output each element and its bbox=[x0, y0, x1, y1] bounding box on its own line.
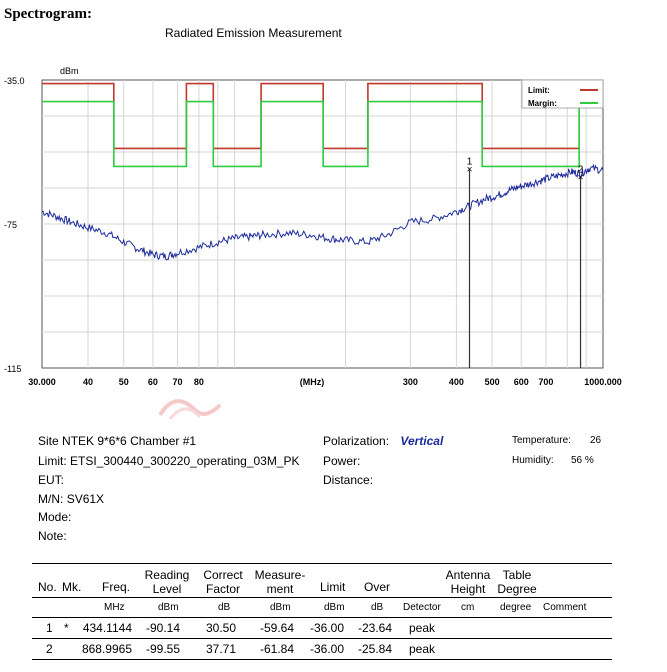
x-tick-label: 80 bbox=[194, 377, 204, 387]
chart-title: Radiated Emission Measurement bbox=[165, 26, 342, 40]
row-reading: -99.55 bbox=[145, 642, 180, 656]
legend-label: Limit: bbox=[528, 86, 550, 95]
row-freq: 434.1144 bbox=[82, 621, 132, 635]
x-tick-label: 300 bbox=[403, 377, 418, 387]
marker-cross: × bbox=[467, 165, 473, 176]
row-over: -25.84 bbox=[357, 642, 392, 656]
x-tick-label: 70 bbox=[173, 377, 183, 387]
x-tick-label: 40 bbox=[83, 377, 93, 387]
x-tick-label: 400 bbox=[449, 377, 464, 387]
header-no: No. bbox=[38, 580, 57, 594]
unit-comment: Comment bbox=[543, 602, 587, 613]
row-detector: peak bbox=[409, 642, 436, 656]
row-over: -23.64 bbox=[357, 621, 392, 635]
limit-value: ETSI_300440_300220_operating_03M_PK bbox=[70, 454, 300, 468]
x-tick-label: 500 bbox=[485, 377, 500, 387]
unit-limit: dBm bbox=[324, 602, 345, 613]
header-correct: Correct Factor bbox=[203, 568, 243, 596]
row-measurement: -59.64 bbox=[259, 621, 294, 635]
y-tick-label: -35.0 bbox=[4, 76, 25, 86]
humidity-value: 56 % bbox=[571, 455, 594, 466]
row-freq: 868.9965 bbox=[81, 642, 132, 656]
row-mk: * bbox=[64, 621, 69, 635]
marker-cross: × bbox=[578, 173, 584, 184]
section-title: Spectrogram: bbox=[4, 6, 93, 22]
y-unit-label: dBm bbox=[60, 66, 79, 76]
table-row-rule bbox=[32, 638, 612, 639]
row-correct: 30.50 bbox=[205, 621, 236, 635]
temperature-value: 26 bbox=[590, 435, 602, 446]
x-tick-label: 700 bbox=[538, 377, 553, 387]
x-unit-label: (MHz) bbox=[300, 377, 325, 387]
row-limit: -36.00 bbox=[309, 621, 344, 635]
row-measurement: -61.84 bbox=[259, 642, 294, 656]
polarization-label: Polarization: bbox=[323, 434, 390, 448]
unit-degree: degree bbox=[500, 602, 532, 613]
header-mk: Mk. bbox=[62, 580, 82, 594]
mn-row: M/N: SV61X bbox=[38, 492, 104, 506]
unit-over: dB bbox=[371, 602, 384, 613]
row-no: 1 bbox=[46, 621, 53, 635]
x-tick-label: 50 bbox=[119, 377, 129, 387]
site-row: Site NTEK 9*6*6 Chamber #1 bbox=[38, 434, 196, 448]
row-detector: peak bbox=[409, 621, 436, 635]
polarization-row: Polarization: Vertical bbox=[323, 434, 443, 448]
marker-label: 1 bbox=[467, 157, 473, 168]
limit-row: Limit: ETSI_300440_300220_operating_03M_… bbox=[38, 454, 300, 468]
mn-value: SV61X bbox=[66, 492, 105, 506]
site-label: Site bbox=[38, 434, 59, 448]
y-tick-label: -115 bbox=[4, 364, 21, 374]
header-freq: Freq. bbox=[102, 580, 131, 594]
header-antenna-height: Antenna Height bbox=[445, 568, 491, 596]
margin-line bbox=[42, 100, 603, 168]
marker-label: 2 bbox=[578, 165, 584, 176]
eut-label: EUT: bbox=[38, 473, 65, 487]
y-tick-label: -75 bbox=[4, 220, 17, 230]
header-table-degree: Table Degree bbox=[497, 568, 537, 596]
header-reading: Reading Level bbox=[144, 568, 190, 596]
unit-correct: dB bbox=[218, 602, 231, 613]
row-no: 2 bbox=[46, 642, 53, 656]
unit-height: cm bbox=[461, 602, 475, 613]
table-header-rule bbox=[32, 597, 612, 598]
mode-label: Mode: bbox=[38, 510, 72, 524]
row-reading: -90.14 bbox=[145, 621, 180, 635]
chart-lines bbox=[41, 82, 604, 261]
unit-detector: Detector bbox=[403, 602, 441, 613]
row-limit: -36.00 bbox=[309, 642, 344, 656]
x-tick-label: 60 bbox=[148, 377, 158, 387]
header-over: Over bbox=[364, 580, 391, 594]
temperature-label: Temperature: bbox=[512, 435, 571, 446]
unit-reading: dBm bbox=[158, 602, 179, 613]
x-tick-label: 30.000 bbox=[28, 377, 56, 387]
unit-measurement: dBm bbox=[270, 602, 291, 613]
legend-label: Margin: bbox=[528, 99, 557, 108]
limit-line bbox=[42, 82, 603, 150]
distance-label: Distance: bbox=[323, 473, 374, 487]
watermark-logo bbox=[158, 399, 222, 420]
table-units-rule bbox=[32, 617, 612, 618]
mn-label: M/N: bbox=[38, 492, 64, 506]
header-limit: Limit bbox=[320, 580, 346, 594]
measurement-trace bbox=[41, 163, 604, 261]
chart-labels: -35.0 -75 -115 dBm 30.000 40 50 60 70 80 300 400 500… bbox=[4, 66, 622, 387]
site-value: NTEK 9*6*6 Chamber #1 bbox=[62, 434, 197, 448]
table-top-rule bbox=[32, 563, 612, 564]
humidity-label: Humidity: bbox=[512, 455, 554, 466]
chart-legend: Limit: Margin: bbox=[521, 79, 604, 109]
unit-freq: MHz bbox=[104, 602, 125, 613]
chart-markers: ×1×2 bbox=[467, 157, 584, 368]
table-bottom-rule bbox=[32, 659, 612, 660]
row-correct: 37.71 bbox=[205, 642, 236, 656]
x-tick-label: 1000.000 bbox=[584, 377, 622, 387]
power-label: Power: bbox=[323, 454, 361, 468]
polarization-value: Vertical bbox=[400, 434, 444, 448]
note-label: Note: bbox=[38, 529, 67, 543]
limit-label: Limit: bbox=[38, 454, 67, 468]
x-tick-label: 600 bbox=[514, 377, 529, 387]
header-measurement: Measure-ment bbox=[254, 568, 306, 596]
